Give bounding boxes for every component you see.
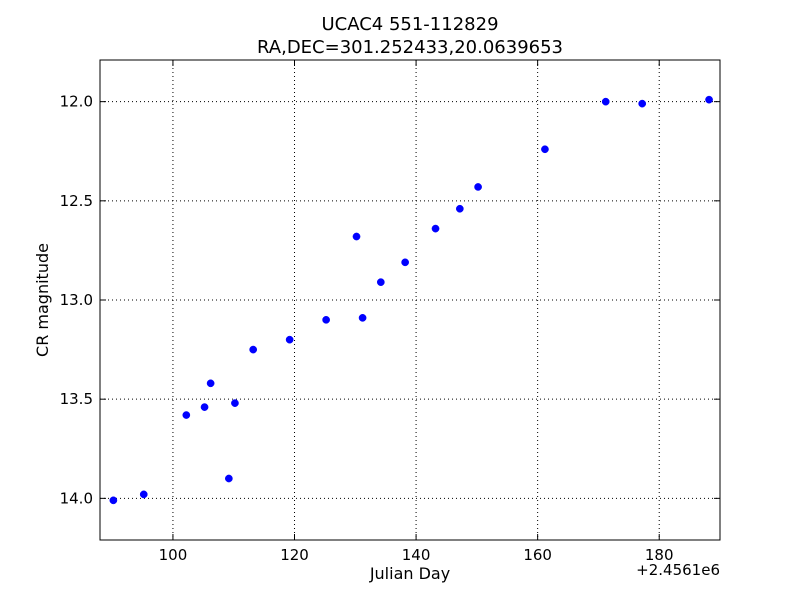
chart-title-line-1: UCAC4 551-112829	[321, 14, 498, 35]
data-point	[376, 278, 385, 286]
data-point	[225, 474, 233, 483]
data-point	[285, 335, 294, 344]
x-tick-label: 160	[523, 546, 552, 564]
y-tick-label: 14.0	[60, 489, 93, 507]
data-points	[109, 95, 713, 505]
grid	[100, 60, 720, 540]
y-tick-label: 12.5	[60, 192, 93, 210]
data-point	[601, 97, 610, 106]
data-point	[231, 399, 239, 407]
x-axis-label: Julian Day	[369, 564, 450, 583]
ticks: 100 120 140 160 180 12.0 12.5 13.0 13.5 14.0	[60, 60, 720, 564]
x-tick-label: 120	[280, 546, 309, 564]
x-tick-label: 180	[645, 546, 674, 564]
y-tick-label: 13.0	[60, 291, 93, 309]
y-tick-label: 13.5	[60, 390, 93, 408]
data-point	[352, 232, 361, 241]
x-tick-label: 100	[159, 546, 188, 564]
y-axis-label: CR magnitude	[33, 243, 52, 357]
x-tick-label: 140	[402, 546, 431, 564]
chart-title-line-2: RA,DEC=301.252433,20.0639653	[257, 37, 563, 58]
data-point	[541, 145, 549, 154]
data-point	[455, 204, 464, 213]
data-point	[431, 224, 440, 233]
data-point	[182, 411, 191, 419]
data-point	[705, 95, 713, 104]
data-point	[206, 379, 215, 388]
data-point	[474, 183, 482, 191]
data-point	[322, 315, 330, 324]
data-point	[358, 314, 367, 322]
data-point	[638, 99, 647, 108]
x-axis-offset-label: +2.4561e6	[636, 561, 720, 579]
data-point	[200, 403, 209, 411]
data-point	[139, 490, 148, 499]
data-point	[401, 258, 409, 267]
data-point	[249, 345, 258, 354]
data-point	[109, 496, 118, 505]
y-tick-label: 12.0	[60, 93, 93, 111]
